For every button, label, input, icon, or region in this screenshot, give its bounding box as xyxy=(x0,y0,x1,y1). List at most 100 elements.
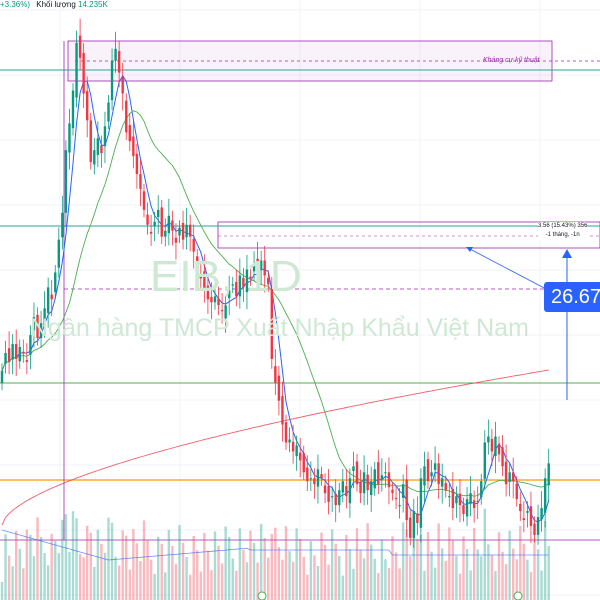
volume-bar xyxy=(401,522,405,600)
candle-body xyxy=(448,496,451,498)
volume-bar xyxy=(430,551,433,600)
candle xyxy=(288,427,291,453)
candle xyxy=(107,95,110,129)
candle xyxy=(455,486,458,518)
volume-bar xyxy=(178,525,181,600)
watermark-name: Ngân hàng TMCP Xuất Nhập Khẩu Việt Nam xyxy=(30,314,529,342)
candle-body xyxy=(338,490,341,506)
volume-bar xyxy=(444,560,447,600)
volume-bar xyxy=(497,532,501,600)
volume-bar xyxy=(487,544,490,600)
candle xyxy=(423,451,426,503)
resistance-zone-label[interactable]: Kháng cự kỹ thuật xyxy=(483,57,540,64)
measure-box xyxy=(217,221,600,249)
candle xyxy=(426,451,430,489)
candle-body xyxy=(235,282,238,297)
candle xyxy=(441,463,444,504)
volume-bar xyxy=(93,566,96,600)
volume-bar xyxy=(57,553,60,600)
candle xyxy=(149,214,153,246)
volume-bar xyxy=(245,562,249,600)
candle-body xyxy=(536,517,540,535)
candle-body xyxy=(228,290,231,299)
volume-bar xyxy=(7,555,11,600)
candle xyxy=(210,282,213,320)
candle xyxy=(217,286,220,316)
volume-bar xyxy=(61,519,64,600)
candle-body xyxy=(487,436,490,443)
candle-body xyxy=(188,224,192,237)
candle xyxy=(295,435,298,471)
candle-body xyxy=(142,191,146,210)
candle xyxy=(121,62,124,111)
volume-bar xyxy=(22,568,25,600)
candle-body xyxy=(78,35,82,58)
candle xyxy=(448,483,451,508)
candle xyxy=(444,475,447,498)
moving-averages xyxy=(1,74,550,526)
volume-bar xyxy=(142,520,146,600)
candle xyxy=(512,457,515,499)
candle xyxy=(416,496,419,536)
volume-bar xyxy=(270,534,273,600)
candle xyxy=(7,331,11,375)
price-range-measure[interactable]: 3.56 (15.43%) 356 -1 tháng, -1n xyxy=(538,222,588,240)
candle xyxy=(46,277,50,328)
candle xyxy=(39,310,43,348)
volume-bar xyxy=(299,539,302,600)
volume-bar xyxy=(132,529,135,600)
candle-body xyxy=(419,478,423,528)
candle-body xyxy=(284,422,288,443)
candle xyxy=(487,419,490,455)
volume-bar xyxy=(203,532,206,600)
volume-bar xyxy=(529,572,533,600)
volume-bar xyxy=(185,557,188,600)
candle-body xyxy=(196,256,199,270)
volume-bar xyxy=(96,529,100,600)
candle-body xyxy=(469,493,472,504)
candle xyxy=(412,498,415,548)
candle-body xyxy=(345,486,348,497)
volume-bar xyxy=(476,549,479,600)
volume-bar xyxy=(465,549,469,600)
candle xyxy=(57,227,60,278)
candle xyxy=(103,111,107,163)
candle-body xyxy=(245,269,249,293)
candle xyxy=(522,501,526,533)
candle-body xyxy=(252,263,256,272)
candle xyxy=(281,381,284,442)
candle-body xyxy=(57,239,60,268)
candle-body xyxy=(217,298,220,306)
volume-bar xyxy=(103,552,107,600)
candle xyxy=(96,121,100,168)
volume-bar xyxy=(306,574,309,600)
volume-bar xyxy=(355,528,359,600)
candle-body xyxy=(366,474,369,491)
candle xyxy=(529,491,533,543)
candle-body xyxy=(224,305,227,319)
volume-bar xyxy=(345,535,348,600)
volume-bar xyxy=(235,570,238,600)
volume-bar xyxy=(480,556,483,600)
candle-body xyxy=(352,466,355,472)
volume-bar xyxy=(117,565,121,600)
candle-body xyxy=(529,506,533,526)
volume-bar xyxy=(259,523,263,600)
volume-bar xyxy=(362,558,366,600)
candle-body xyxy=(412,511,415,538)
candle-body xyxy=(71,90,75,129)
candle-body xyxy=(313,478,316,485)
candle-body xyxy=(465,499,469,517)
candle xyxy=(334,479,337,523)
volume-bar xyxy=(391,536,394,600)
candle-body xyxy=(46,287,50,314)
candle xyxy=(291,424,295,464)
volume-bar xyxy=(160,543,163,600)
candle-body xyxy=(75,42,78,98)
candle-body xyxy=(267,277,270,285)
candle-body xyxy=(334,493,337,506)
candle-body xyxy=(384,472,387,474)
candle-body xyxy=(281,395,284,425)
candle-body xyxy=(18,347,21,362)
